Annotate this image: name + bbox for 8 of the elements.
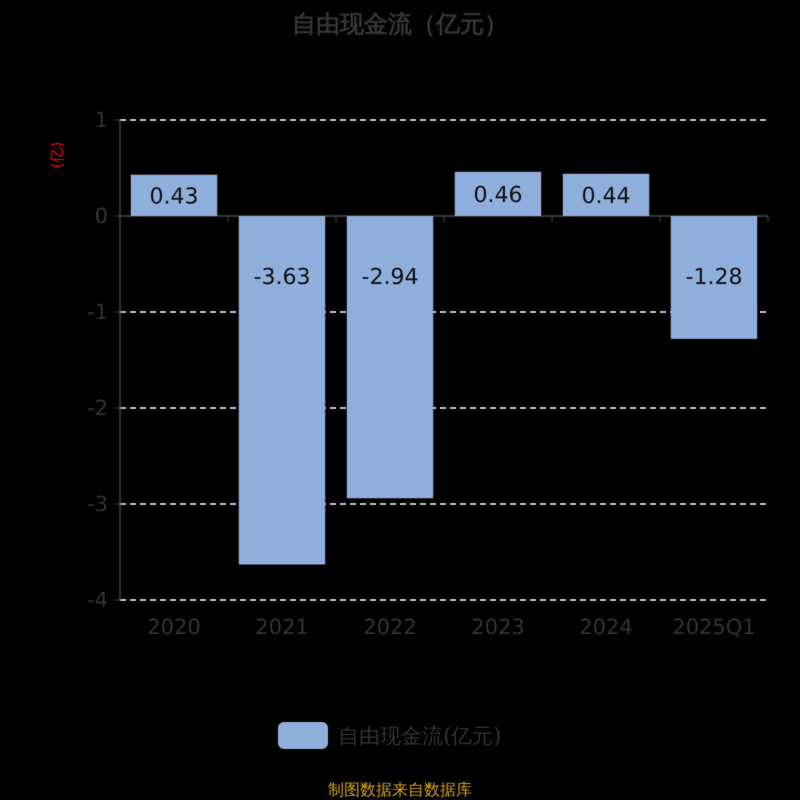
data-label: -2.94 (362, 265, 418, 290)
y-axis-title: (亿) (48, 142, 66, 168)
data-label: -1.28 (686, 265, 742, 290)
data-label: -3.63 (254, 265, 310, 290)
data-label: 0.46 (474, 182, 522, 208)
data-label: 0.44 (582, 184, 630, 209)
data-label: 0.43 (150, 184, 198, 210)
text: 制图数据来自数据库 (328, 780, 472, 799)
